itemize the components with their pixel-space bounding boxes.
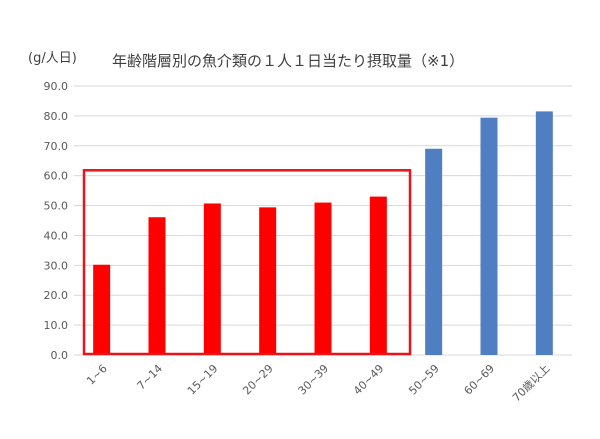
x-tick-label: 15~19 — [185, 362, 221, 398]
y-tick-label: 10.0 — [44, 319, 69, 332]
bar — [314, 202, 332, 355]
y-tick-label: 20.0 — [44, 289, 69, 302]
bar — [93, 264, 111, 355]
y-tick-label: 0.0 — [51, 349, 69, 362]
bar — [148, 217, 166, 355]
y-tick-label: 60.0 — [44, 170, 69, 183]
y-tick-label: 90.0 — [44, 80, 69, 93]
y-tick-label: 40.0 — [44, 229, 69, 242]
y-tick-label: 80.0 — [44, 110, 69, 123]
y-tick-label: 30.0 — [44, 259, 69, 272]
bars — [93, 111, 553, 356]
y-axis-ticks: 0.0 10.0 20.0 30.0 40.0 50.0 60.0 70.0 80.0 90.0 — [44, 80, 69, 362]
bar — [535, 111, 553, 356]
x-tick-label: 30~39 — [296, 362, 332, 398]
chart-title: 年齢階層別の魚介類の１人１日当たり摂取量（※1） — [112, 52, 464, 70]
x-tick-label: 7~14 — [135, 362, 166, 393]
y-tick-label: 50.0 — [44, 200, 69, 213]
x-tick-label: 70歳以上 — [510, 362, 552, 404]
bar — [259, 207, 277, 355]
x-tick-label: 40~49 — [351, 362, 387, 398]
highlight-box-group — [82, 169, 412, 356]
x-tick-label: 20~29 — [240, 362, 276, 398]
x-axis-ticks: 1~6 7~14 15~19 20~29 30~39 40~49 50~59 60~69 70歳… — [84, 362, 552, 404]
x-tick-label: 60~69 — [462, 362, 498, 398]
x-tick-label: 1~6 — [84, 362, 110, 388]
y-axis-unit-label: (g/人日) — [28, 51, 77, 66]
bar — [369, 196, 387, 355]
x-tick-label: 50~59 — [406, 362, 442, 398]
bar — [480, 117, 498, 355]
highlight-box — [82, 169, 412, 356]
bar — [203, 203, 221, 355]
y-tick-label: 70.0 — [44, 140, 69, 153]
bar — [425, 148, 443, 355]
